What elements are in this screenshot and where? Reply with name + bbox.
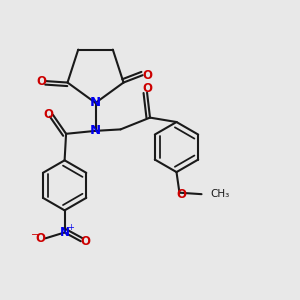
Text: O: O [36,75,46,88]
Text: +: + [67,223,74,232]
Text: −: − [31,230,39,240]
Text: O: O [35,232,45,245]
Text: O: O [44,108,53,121]
Text: O: O [142,69,152,82]
Text: O: O [142,82,152,95]
Text: O: O [176,188,186,201]
Text: O: O [80,235,90,248]
Text: CH₃: CH₃ [210,189,230,199]
Text: N: N [60,226,70,239]
Text: N: N [90,96,101,110]
Text: N: N [90,124,101,137]
